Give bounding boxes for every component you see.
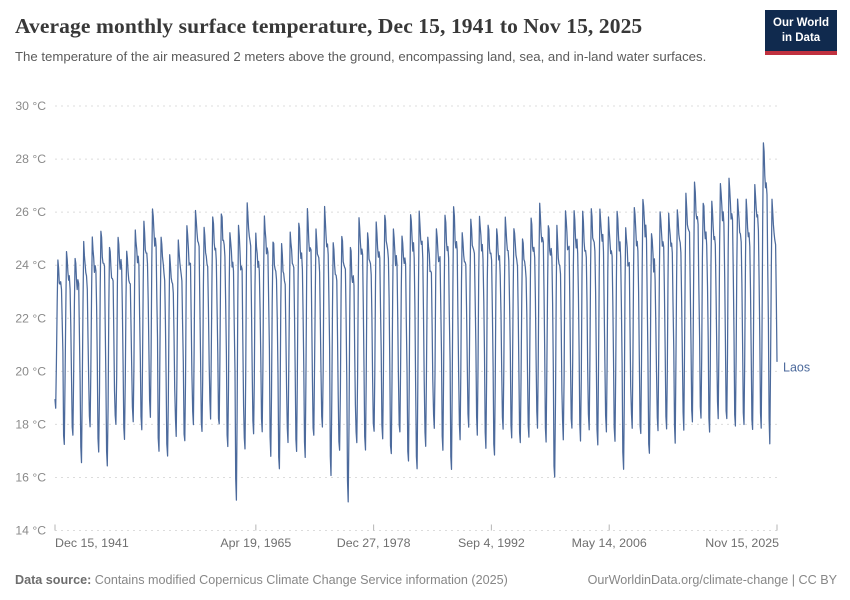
data-source-text: Contains modified Copernicus Climate Cha…	[91, 573, 508, 587]
x-axis-label: Sep 4, 1992	[458, 536, 525, 550]
chart-subtitle: The temperature of the air measured 2 me…	[15, 49, 707, 64]
y-axis-label: 18 °C	[15, 417, 46, 431]
owid-logo[interactable]: Our World in Data	[765, 10, 837, 55]
owid-logo-line2: in Data	[781, 31, 821, 44]
owid-logo-line1: Our World	[773, 17, 830, 29]
y-axis-label: 26 °C	[15, 205, 46, 219]
x-axis-label: Dec 15, 1941	[55, 536, 129, 550]
x-axis-label: May 14, 2006	[572, 536, 647, 550]
y-axis-label: 28 °C	[15, 152, 46, 166]
y-axis-label: 16 °C	[15, 470, 46, 484]
x-axis-label: Nov 15, 2025	[705, 536, 779, 550]
y-axis-label: 24 °C	[15, 258, 46, 272]
owid-link[interactable]: OurWorldinData.org/climate-change | CC B…	[587, 573, 837, 587]
chart-title: Average monthly surface temperature, Dec…	[15, 14, 643, 38]
y-axis-label: 22 °C	[15, 311, 46, 325]
temperature-line	[54, 142, 778, 503]
y-axis-label: 14 °C	[15, 524, 46, 538]
chart-footer: Data source: Contains modified Copernicu…	[15, 573, 837, 587]
data-source-label: Data source:	[15, 573, 92, 587]
series-label-laos: Laos	[783, 360, 810, 374]
data-source: Data source: Contains modified Copernicu…	[15, 573, 508, 587]
y-axis-label: 20 °C	[15, 364, 46, 378]
y-axis-label: 30 °C	[15, 99, 46, 113]
x-axis-label: Dec 27, 1978	[337, 536, 411, 550]
x-axis-label: Apr 19, 1965	[220, 536, 291, 550]
